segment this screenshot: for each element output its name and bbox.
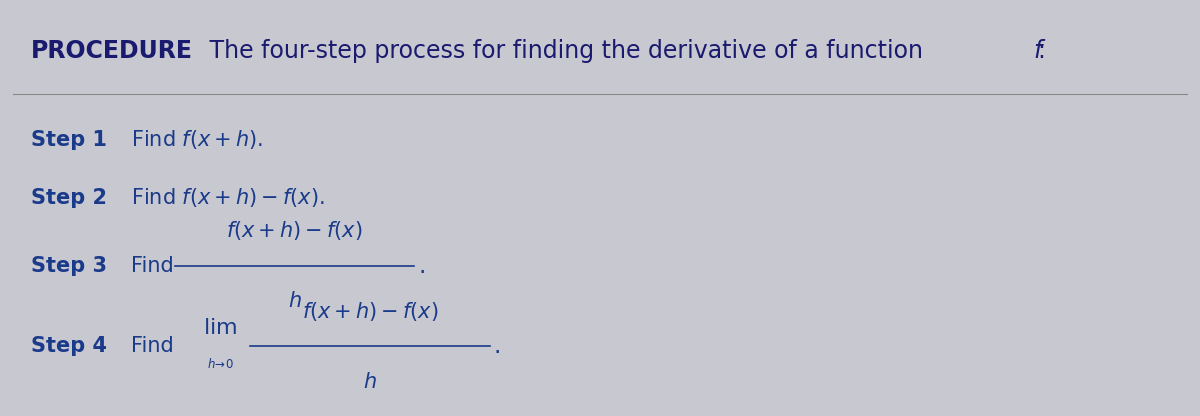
Text: Find: Find — [131, 337, 174, 357]
Text: $h\!\to\!0$: $h\!\to\!0$ — [208, 357, 234, 371]
Text: Step 3: Step 3 — [31, 256, 107, 276]
Text: $h$: $h$ — [364, 371, 377, 391]
Text: .: . — [418, 254, 425, 278]
Text: Find $f(x + h)$.: Find $f(x + h)$. — [131, 128, 263, 151]
Text: The four-step process for finding the derivative of a function: The four-step process for finding the de… — [187, 39, 930, 63]
Text: .: . — [493, 334, 500, 359]
Text: PROCEDURE: PROCEDURE — [31, 39, 193, 63]
Text: $f\!$:: $f\!$: — [1033, 39, 1046, 63]
Text: $f(x + h) - f(x)$: $f(x + h) - f(x)$ — [227, 219, 364, 242]
Text: $f(x + h) - f(x)$: $f(x + h) - f(x)$ — [301, 300, 438, 323]
Text: Step 2: Step 2 — [31, 188, 107, 208]
Text: $h$: $h$ — [288, 291, 301, 311]
Text: Step 4: Step 4 — [31, 337, 107, 357]
Text: Find: Find — [131, 256, 174, 276]
Text: Step 1: Step 1 — [31, 130, 107, 150]
Text: $\lim$: $\lim$ — [204, 318, 238, 338]
Text: Find $f(x + h) - f(x)$.: Find $f(x + h) - f(x)$. — [131, 186, 324, 209]
